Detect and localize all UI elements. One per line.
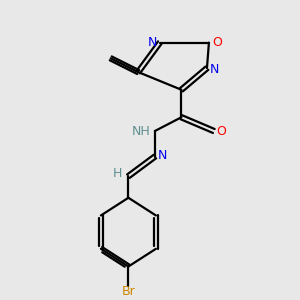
Text: H: H <box>113 167 122 180</box>
Text: N: N <box>158 149 167 162</box>
Text: NH: NH <box>132 124 151 137</box>
Text: N: N <box>210 63 220 76</box>
Text: O: O <box>217 124 226 137</box>
Text: N: N <box>147 36 157 49</box>
Text: Br: Br <box>122 285 135 298</box>
Text: O: O <box>212 36 222 49</box>
